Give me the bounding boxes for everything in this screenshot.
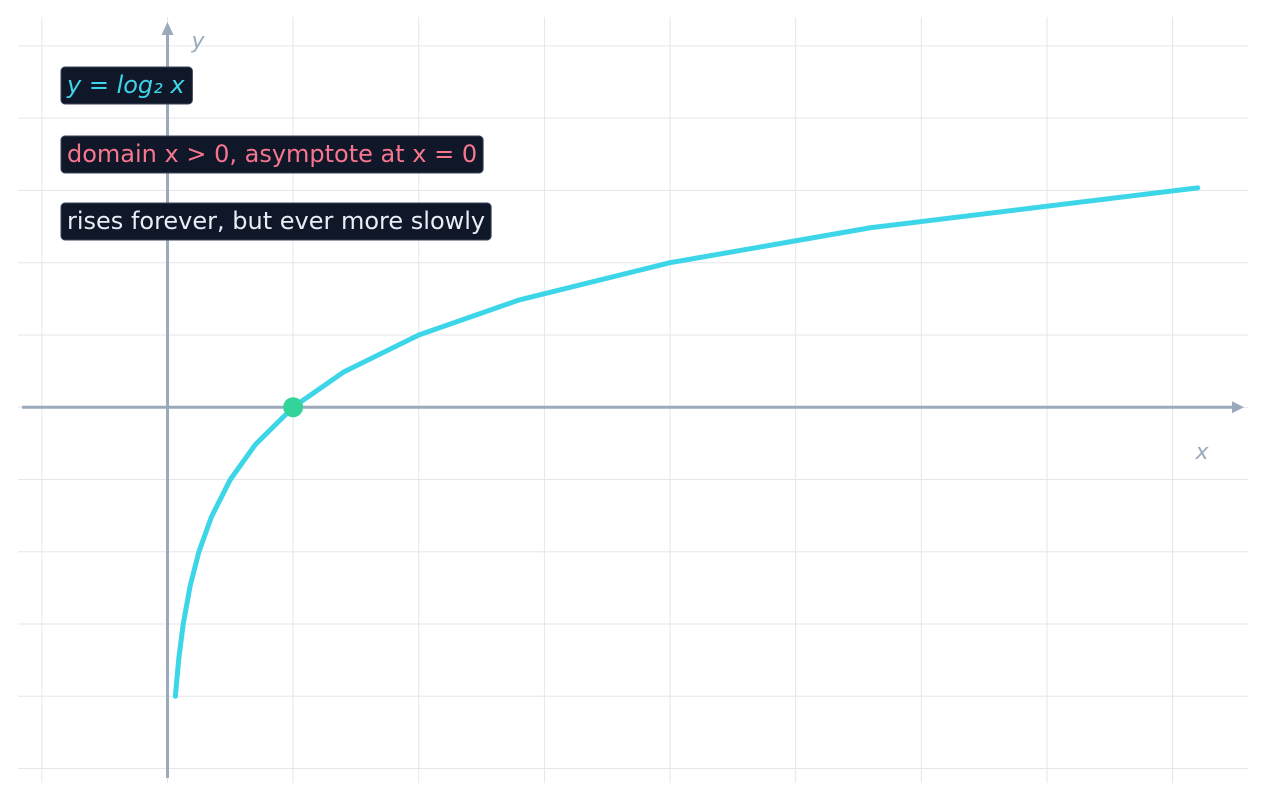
axes: xy bbox=[22, 22, 1244, 778]
grid bbox=[18, 17, 1248, 783]
annotation-text: y = log₂ x bbox=[66, 71, 185, 99]
annotation-text: rises forever, but ever more slowly bbox=[67, 207, 485, 235]
annotations: y = log₂ x domain x > 0, asymptote at x =… bbox=[60, 66, 492, 241]
annotation-box bbox=[60, 135, 484, 174]
annotation: rises forever, but ever more slowly bbox=[60, 202, 492, 241]
y-axis-arrow bbox=[161, 22, 174, 35]
y-axis-label: y bbox=[190, 29, 205, 54]
annotation-box bbox=[60, 202, 492, 241]
plot bbox=[172, 185, 1201, 699]
annotation-box bbox=[60, 66, 193, 105]
annotation: y = log₂ x bbox=[60, 66, 193, 105]
point-marker bbox=[283, 397, 304, 418]
curve bbox=[172, 185, 1201, 699]
x-axis-arrow bbox=[1232, 401, 1244, 414]
annotation: domain x > 0, asymptote at x = 0 bbox=[60, 135, 484, 174]
annotation-text: domain x > 0, asymptote at x = 0 bbox=[67, 140, 477, 168]
x-axis-label: x bbox=[1194, 440, 1209, 465]
